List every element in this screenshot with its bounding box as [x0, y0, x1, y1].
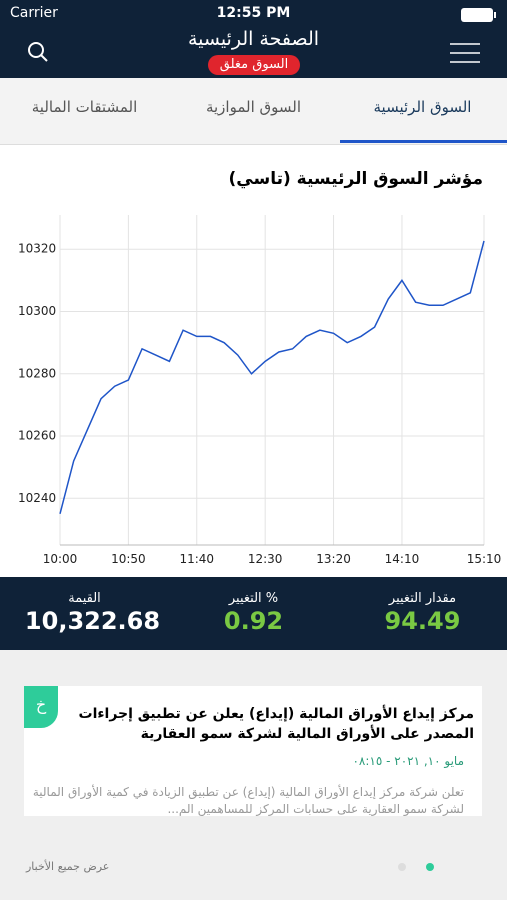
stat-label: % التغيير — [228, 591, 279, 606]
tab[interactable]: المشتقات المالية — [31, 98, 138, 116]
stat-label: القيمة — [68, 591, 101, 606]
y-tick-label: 10280 — [18, 366, 56, 380]
x-tick-label: 10:00 — [43, 552, 78, 566]
battery — [461, 8, 496, 22]
tab-indicator — [340, 140, 507, 143]
page-dot[interactable] — [398, 863, 406, 871]
chart-title: مؤشر السوق الرئيسية (تاسي) — [228, 169, 483, 189]
stats-bar: القيمة 10,322.68 % التغيير 0.92 مقدار ال… — [0, 577, 507, 650]
news-summary: تعلن شركة مركز إيداع الأوراق المالية (إي… — [32, 785, 464, 816]
y-tick-label: 10320 — [18, 242, 56, 256]
stat-value: 10,322.68 — [24, 607, 161, 635]
x-tick-label: 13:20 — [316, 552, 351, 566]
x-tick-label: 15:10 — [467, 552, 502, 566]
header-title: الصفحة الرئيسية — [187, 28, 320, 50]
news-card[interactable]: خ مركز إيداع الأوراق المالية (إيداع) يعل… — [24, 686, 482, 816]
stat-label: مقدار التغيير — [388, 591, 457, 606]
page-dot[interactable] — [426, 863, 434, 871]
x-tick-label: 11:40 — [179, 552, 214, 566]
y-tick-label: 10240 — [18, 491, 56, 505]
y-tick-label: 10260 — [18, 429, 56, 443]
search-icon[interactable] — [26, 40, 50, 64]
tab[interactable]: السوق الموازية — [205, 98, 302, 116]
chart: 10240 10260 10280 10300 10320 10:00 10:50 11:40… — [18, 215, 502, 566]
market-status: السوق مغلق — [208, 55, 300, 75]
header: Carrier 12:55 PM الصفحة الرئيسية السوق م… — [0, 0, 507, 78]
news-badge: خ — [24, 686, 58, 728]
view-all-news[interactable]: عرض جميع الأخبار — [26, 860, 110, 873]
clock: 12:55 PM — [216, 5, 291, 21]
carrier: Carrier — [10, 5, 58, 21]
x-tick-label: 10:50 — [111, 552, 146, 566]
stat-value: 94.49 — [384, 607, 461, 635]
chart-panel: مؤشر السوق الرئيسية (تاسي) 10240 10260 102… — [0, 145, 507, 577]
menu-icon[interactable] — [450, 42, 480, 64]
x-tick-label: 14:10 — [385, 552, 420, 566]
y-tick-label: 10300 — [18, 304, 56, 318]
news-date: مايو ١٠, ٢٠٢١ - ٠٨:١٥ — [352, 754, 464, 768]
x-tick-label: 12:30 — [248, 552, 283, 566]
tabs: السوق الرئيسية السوق الموازية المشتقات ا… — [0, 78, 507, 145]
news-title: مركز إيداع الأوراق المالية (إيداع) يعلن … — [78, 706, 475, 742]
price-line — [59, 240, 485, 515]
tab[interactable]: السوق الرئيسية — [373, 98, 472, 116]
stat-value: 0.92 — [223, 607, 284, 635]
